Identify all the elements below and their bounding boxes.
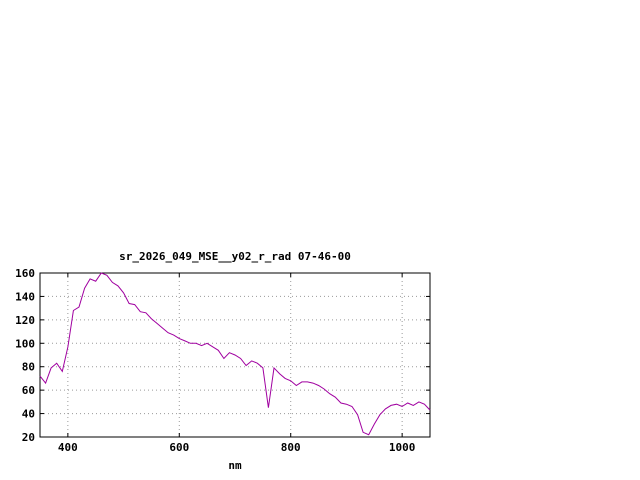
y-tick-label: 40 (22, 408, 35, 421)
chart-title: sr_2026_049_MSE__y02_r_rad 07-46-00 (119, 250, 351, 263)
plot-border (39, 272, 431, 438)
y-tick-label: 80 (22, 361, 35, 374)
x-tick-label: 400 (58, 441, 78, 454)
y-tick-label: 120 (15, 314, 35, 327)
series-line (39, 272, 431, 436)
x-tick-label: 600 (169, 441, 189, 454)
y-tick-label: 160 (15, 267, 35, 280)
x-tick-label: 800 (281, 441, 301, 454)
y-tick-label: 140 (15, 290, 35, 303)
y-tick-label: 60 (22, 384, 35, 397)
y-tick-label: 20 (22, 431, 35, 444)
y-tick-label: 100 (15, 337, 35, 350)
chart-x-axis-label: nm (228, 459, 242, 472)
x-tick-label: 1000 (389, 441, 416, 454)
